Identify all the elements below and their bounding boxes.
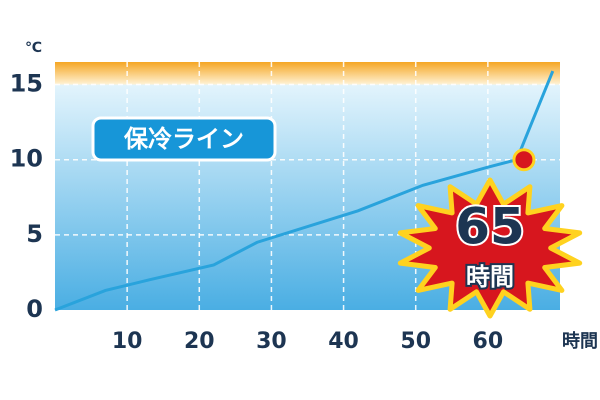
x-unit: 時間 — [562, 331, 598, 352]
starburst — [397, 177, 583, 319]
x-tick-label: 30 — [256, 329, 287, 354]
x-tick-label: 10 — [112, 329, 143, 354]
y-tick-label: 10 — [10, 145, 43, 173]
x-tick-label: 40 — [328, 329, 359, 354]
warm-band — [55, 62, 560, 85]
y-tick-label: 5 — [26, 220, 43, 248]
y-tick-label: 0 — [26, 295, 43, 323]
y-tick-label: 15 — [10, 70, 43, 98]
callout-value: 65 — [455, 198, 525, 256]
annotation-box — [91, 116, 277, 162]
x-tick-label: 60 — [473, 329, 504, 354]
x-tick-label: 50 — [400, 329, 431, 354]
callout-unit: 時間 — [466, 263, 514, 291]
data-line — [54, 70, 555, 312]
highlight-point — [512, 148, 536, 172]
annotation: 保冷ライン — [123, 125, 244, 153]
x-tick-label: 20 — [184, 329, 215, 354]
y-unit: ℃ — [25, 40, 42, 56]
